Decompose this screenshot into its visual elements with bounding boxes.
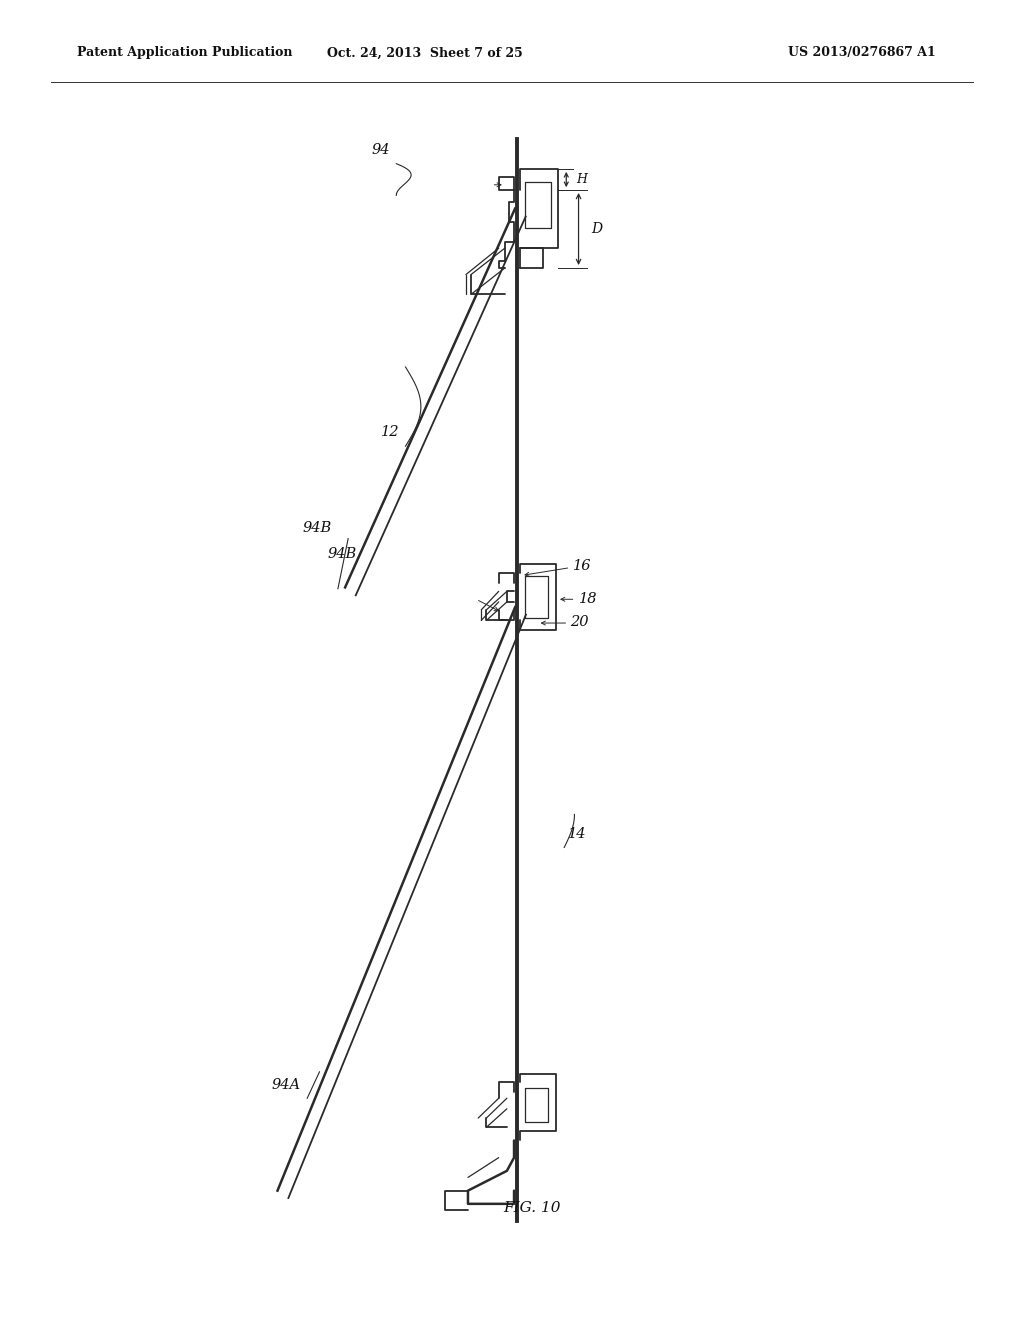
Text: 94B: 94B bbox=[302, 521, 332, 535]
Text: Oct. 24, 2013  Sheet 7 of 25: Oct. 24, 2013 Sheet 7 of 25 bbox=[327, 46, 523, 59]
Text: Patent Application Publication: Patent Application Publication bbox=[77, 46, 292, 59]
Text: 14: 14 bbox=[568, 828, 587, 841]
Text: 12: 12 bbox=[381, 425, 399, 438]
Text: 18: 18 bbox=[579, 593, 597, 606]
Text: 94A: 94A bbox=[271, 1078, 300, 1092]
Text: H: H bbox=[577, 173, 588, 186]
Text: 16: 16 bbox=[573, 560, 592, 573]
Text: 94B: 94B bbox=[328, 548, 357, 561]
Text: 94: 94 bbox=[372, 144, 390, 157]
Text: FIG. 10: FIG. 10 bbox=[504, 1201, 561, 1214]
Text: D: D bbox=[591, 222, 602, 236]
Text: US 2013/0276867 A1: US 2013/0276867 A1 bbox=[788, 46, 936, 59]
Text: 20: 20 bbox=[570, 615, 589, 628]
